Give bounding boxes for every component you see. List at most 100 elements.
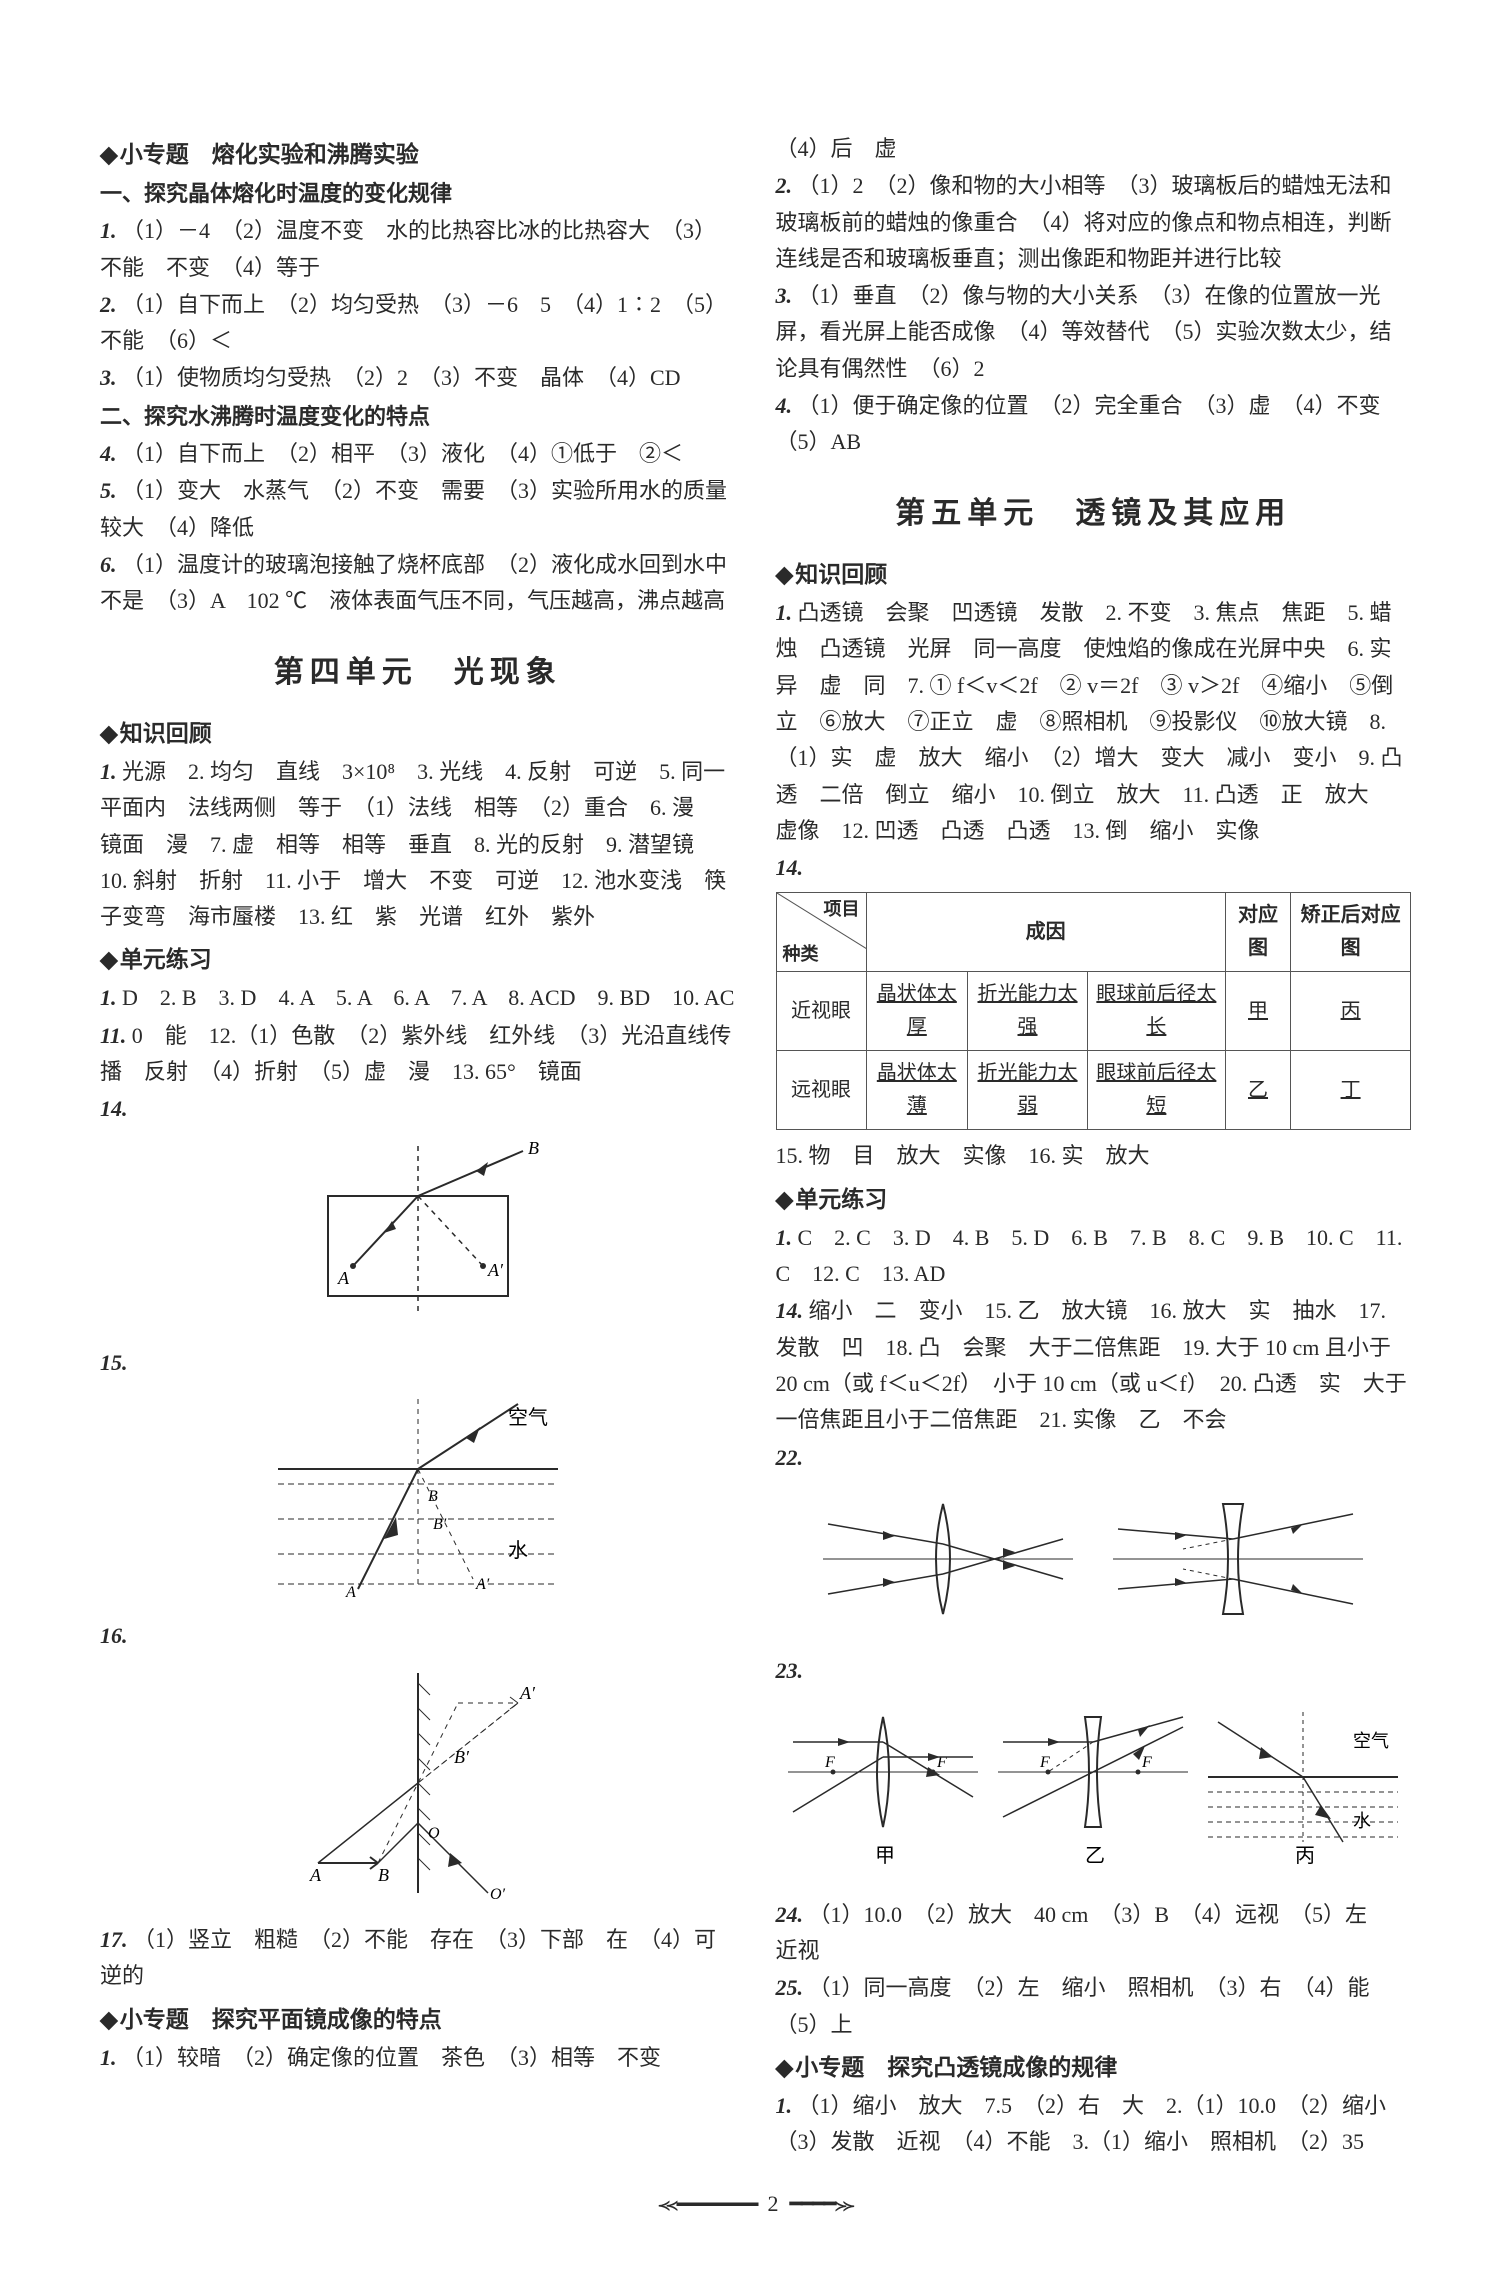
left-column: 小专题 熔化实验和沸腾实验 一、探究晶体熔化时温度的变化规律 1. （1）－4 … — [100, 130, 736, 2161]
q14-label: 14. — [100, 1091, 736, 1127]
pm-4: 4. （1）便于确定像的位置 （2）完全重合 （3）虚 （4）不变 （5）AB — [776, 388, 1412, 461]
u4-11-text: 0 能 12.（1）色散 （2）紫外线 红外线 （3）光沿直线传播 反射 （4）… — [100, 1023, 731, 1084]
ans-6: 6. （1）温度计的玻璃泡接触了烧杯底部 （2）液化成水回到水中 不是 （3）A… — [100, 547, 736, 620]
th-fig: 对应图 — [1225, 893, 1290, 972]
svg-text:A′: A′ — [475, 1576, 490, 1593]
unit4-exercise: 单元练习 — [100, 941, 736, 979]
cell: 丁 — [1291, 1051, 1411, 1130]
knowledge-review-4: 知识回顾 — [100, 715, 736, 753]
eye-defect-table: 项目 种类 成因 对应图 矫正后对应图 近视眼 晶状体太厚 折光能力太强 眼球前… — [776, 892, 1412, 1130]
ans-4-text: （1）自下而上 （2）相平 （3）液化 （4）①低于 ②＜ — [122, 441, 683, 466]
diag-top: 项目 — [824, 895, 860, 925]
kr4-text: 光源 2. 均匀 直线 3×10⁸ 3. 光线 4. 反射 可逆 5. 同一平面… — [100, 759, 726, 929]
pm-4-text: （1）便于确定像的位置 （2）完全重合 （3）虚 （4）不变 （5）AB — [776, 393, 1403, 454]
unit4-title: 第四单元 光现象 — [100, 648, 736, 698]
q15-label: 15. — [100, 1345, 736, 1381]
row-kind: 远视眼 — [776, 1051, 866, 1130]
cell: 眼球前后径太长 — [1087, 972, 1225, 1051]
table-row: 项目 种类 成因 对应图 矫正后对应图 — [776, 893, 1411, 972]
figure-16: A B O O′ A′ B′ — [100, 1663, 736, 1914]
fig14-Ap: A′ — [487, 1260, 504, 1280]
cell: 丙 — [1291, 972, 1411, 1051]
cell: 折光能力太弱 — [968, 1051, 1088, 1130]
tj-1: 1. （1）缩小 放大 7.5 （2）右 大 2.（1）10.0 （2）缩小 （… — [776, 2088, 1412, 2161]
svg-text:空气: 空气 — [1353, 1731, 1389, 1751]
ans-17: 17. （1）竖立 粗糙 （2）不能 存在 （3）下部 在 （4）可逆的 — [100, 1922, 736, 1995]
pm-1-text: （1）较暗 （2）确定像的位置 茶色 （3）相等 不变 — [122, 2045, 661, 2070]
row-kind: 近视眼 — [776, 972, 866, 1051]
ans-1-text: （1）－4 （2）温度不变 水的比热容比冰的比热容大 （3）不能 不变 （4）等… — [100, 218, 716, 279]
ans-25-text: （1）同一高度 （2）左 缩小 照相机 （3）右 （4）能 （5）上 — [776, 1975, 1392, 2036]
page-number: 2 — [768, 2191, 779, 2216]
unit5-title: 第五单元 透镜及其应用 — [776, 489, 1412, 539]
svg-text:F: F — [1039, 1754, 1050, 1771]
svg-text:O′: O′ — [490, 1886, 506, 1903]
ans-24-text: （1）10.0 （2）放大 40 cm （3）B （4）远视 （5）左 近视 — [776, 1902, 1390, 1963]
table-row: 远视眼 晶状体太薄 折光能力太弱 眼球前后径太短 乙 丁 — [776, 1051, 1411, 1130]
u5-14-text: 缩小 二 变小 15. 乙 放大镜 16. 放大 实 抽水 17. 发散 凹 1… — [776, 1298, 1407, 1432]
pm-1: 1. （1）较暗 （2）确定像的位置 茶色 （3）相等 不变 — [100, 2040, 736, 2076]
kr5-text: 凸透镜 会聚 凹透镜 发散 2. 不变 3. 焦点 焦距 5. 蜡烛 凸透镜 光… — [776, 600, 1414, 843]
ans-3-text: （1）使物质均匀受热 （2）2 （3）不变 晶体 （4）CD — [122, 365, 681, 390]
ans-4: 4. （1）自下而上 （2）相平 （3）液化 （4）①低于 ②＜ — [100, 436, 736, 472]
th-cause: 成因 — [866, 893, 1225, 972]
ans-6-text: （1）温度计的玻璃泡接触了烧杯底部 （2）液化成水回到水中 不是 （3）A 10… — [100, 552, 749, 613]
topic-plane-mirror: 小专题 探究平面镜成像的特点 — [100, 2001, 736, 2039]
th-fix: 矫正后对应图 — [1291, 893, 1411, 972]
table-row: 近视眼 晶状体太厚 折光能力太强 眼球前后径太长 甲 丙 — [776, 972, 1411, 1051]
svg-text:O: O — [428, 1825, 440, 1842]
svg-text:B′: B′ — [454, 1747, 470, 1767]
u4-mc-text: D 2. B 3. D 4. A 5. A 6. A 7. A 8. ACD 9… — [122, 985, 734, 1010]
pm-2: 2. （1）2 （2）像和物的大小相等 （3）玻璃板后的蜡烛无法和玻璃板前的蜡烛… — [776, 168, 1412, 277]
ans-2: 2. （1）自下而上 （2）均匀受热 （3）－6 5 （4）1∶2 （5）不能 … — [100, 287, 736, 360]
ans-17-text: （1）竖立 粗糙 （2）不能 存在 （3）下部 在 （4）可逆的 — [100, 1927, 716, 1988]
cell: 晶状体太厚 — [866, 972, 968, 1051]
u4-mc: 1. D 2. B 3. D 4. A 5. A 6. A 7. A 8. AC… — [100, 980, 736, 1016]
svg-text:F: F — [1141, 1754, 1152, 1771]
right-column: （4）后 虚 2. （1）2 （2）像和物的大小相等 （3）玻璃板后的蜡烛无法和… — [776, 130, 1412, 2161]
page-footer: ⪻━━━━ 2 ━━━━⪼ — [100, 2191, 1411, 2217]
q22-label: 22. — [776, 1440, 1412, 1476]
diag-bot: 种类 — [783, 940, 819, 970]
u5-mc-text: C 2. C 3. D 4. B 5. D 6. B 7. B 8. C 9. … — [776, 1225, 1403, 1286]
tj-1-text: （1）缩小 放大 7.5 （2）右 大 2.（1）10.0 （2）缩小 （3）发… — [776, 2093, 1409, 2154]
q14r-label: 14. — [776, 850, 1412, 886]
ans-2-text: （1）自下而上 （2）均匀受热 （3）－6 5 （4）1∶2 （5）不能 （6）… — [100, 292, 727, 353]
pm-3-text: （1）垂直 （2）像与物的大小关系 （3）在像的位置放一光屏，看光屏上能否成像 … — [776, 283, 1392, 381]
figure-22 — [776, 1484, 1412, 1645]
topic-melting-boiling: 小专题 熔化实验和沸腾实验 — [100, 136, 736, 174]
svg-text:F: F — [824, 1754, 835, 1771]
ans-1: 1. （1）－4 （2）温度不变 水的比热容比冰的比热容大 （3）不能 不变 （… — [100, 213, 736, 286]
figure-15: 空气 水 B B′ A A′ — [100, 1389, 736, 1610]
fig15-water: 水 — [508, 1539, 528, 1562]
svg-text:乙: 乙 — [1085, 1845, 1105, 1867]
u5-14: 14. 缩小 二 变小 15. 乙 放大镜 16. 放大 实 抽水 17. 发散… — [776, 1293, 1412, 1438]
cell: 晶状体太薄 — [866, 1051, 968, 1130]
figure-23: F F 甲 F F 乙 — [776, 1697, 1412, 1888]
kr5-body: 1. 凸透镜 会聚 凹透镜 发散 2. 不变 3. 焦点 焦距 5. 蜡烛 凸透… — [776, 595, 1412, 849]
topic-convex-lens: 小专题 探究凸透镜成像的规律 — [776, 2049, 1412, 2087]
svg-text:B′: B′ — [433, 1516, 447, 1533]
pm-3: 3. （1）垂直 （2）像与物的大小关系 （3）在像的位置放一光屏，看光屏上能否… — [776, 278, 1412, 387]
svg-text:A′: A′ — [519, 1683, 536, 1703]
u5-mc: 1. C 2. C 3. D 4. B 5. D 6. B 7. B 8. C … — [776, 1220, 1412, 1293]
ans-25: 25. （1）同一高度 （2）左 缩小 照相机 （3）右 （4）能 （5）上 — [776, 1970, 1412, 2043]
kr4-body: 1. 光源 2. 均匀 直线 3×10⁸ 3. 光线 4. 反射 可逆 5. 同… — [100, 754, 736, 935]
cell: 眼球前后径太短 — [1087, 1051, 1225, 1130]
q16-label: 16. — [100, 1618, 736, 1654]
ans-24: 24. （1）10.0 （2）放大 40 cm （3）B （4）远视 （5）左 … — [776, 1897, 1412, 1970]
cell: 甲 — [1225, 972, 1290, 1051]
fig14-B: B — [528, 1138, 539, 1158]
ans-5-text: （1）变大 水蒸气 （2）不变 需要 （3）实验所用水的质量较大 （4）降低 — [100, 478, 727, 539]
cell: 乙 — [1225, 1051, 1290, 1130]
ans-3: 3. （1）使物质均匀受热 （2）2 （3）不变 晶体 （4）CD — [100, 360, 736, 396]
svg-text:丙: 丙 — [1295, 1845, 1315, 1867]
kr5-15: 15. 物 目 放大 实像 16. 实 放大 — [776, 1138, 1412, 1174]
pm-2-text: （1）2 （2）像和物的大小相等 （3）玻璃板后的蜡烛无法和玻璃板前的蜡烛的像重… — [776, 173, 1392, 271]
diag-header: 项目 种类 — [776, 893, 866, 972]
cell: 折光能力太强 — [968, 972, 1088, 1051]
pm-cont: （4）后 虚 — [776, 131, 1412, 167]
q23-label: 23. — [776, 1653, 1412, 1689]
svg-text:A: A — [345, 1584, 356, 1599]
ans-5: 5. （1）变大 水蒸气 （2）不变 需要 （3）实验所用水的质量较大 （4）降… — [100, 473, 736, 546]
